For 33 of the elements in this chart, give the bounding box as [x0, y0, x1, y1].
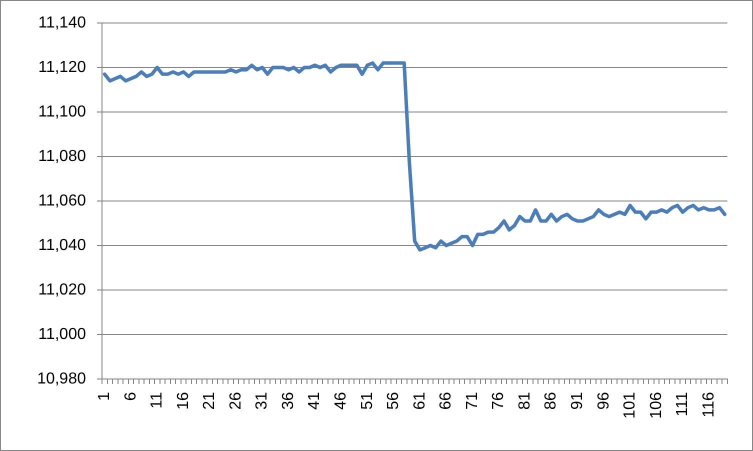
x-tick-label: 96	[595, 392, 612, 410]
x-tick-label: 31	[254, 392, 271, 410]
x-tick-label: 116	[700, 392, 718, 418]
x-tick-label: 91	[568, 392, 586, 410]
y-tick-label: 10,980	[37, 370, 86, 388]
x-tick-label: 76	[490, 392, 508, 410]
y-tick-label: 11,000	[38, 326, 86, 343]
x-tick-label: 36	[280, 392, 297, 410]
x-tick-label: 61	[411, 392, 428, 410]
x-tick-label: 111	[674, 392, 692, 416]
x-tick-label: 66	[438, 392, 455, 410]
x-tick-label: 106	[648, 392, 665, 419]
x-tick-label: 101	[622, 392, 639, 419]
x-tick-label: 56	[385, 392, 402, 410]
x-tick-label: 86	[542, 392, 560, 410]
y-tick-label: 11,020	[38, 281, 86, 298]
y-tick-label: 11,040	[38, 236, 86, 254]
x-tick-label: 11	[148, 392, 166, 409]
x-tick-label: 1	[96, 392, 114, 401]
y-tick-label: 11,060	[38, 192, 86, 210]
x-tick-label: 71	[464, 392, 481, 410]
y-tick-label: 11,140	[38, 14, 86, 32]
x-tick-label: 16	[174, 392, 192, 410]
x-tick-label: 26	[227, 392, 244, 410]
x-tick-label: 51	[358, 392, 376, 410]
x-tick-label: 41	[306, 392, 324, 410]
x-tick-label: 81	[516, 392, 534, 410]
y-tick-label: 11,080	[38, 148, 86, 165]
x-tick-label: 46	[332, 392, 350, 410]
x-tick-label: 21	[201, 392, 218, 410]
y-tick-label: 11,120	[38, 58, 86, 76]
y-tick-label: 11,100	[38, 103, 86, 120]
x-tick-label: 6	[122, 392, 140, 401]
